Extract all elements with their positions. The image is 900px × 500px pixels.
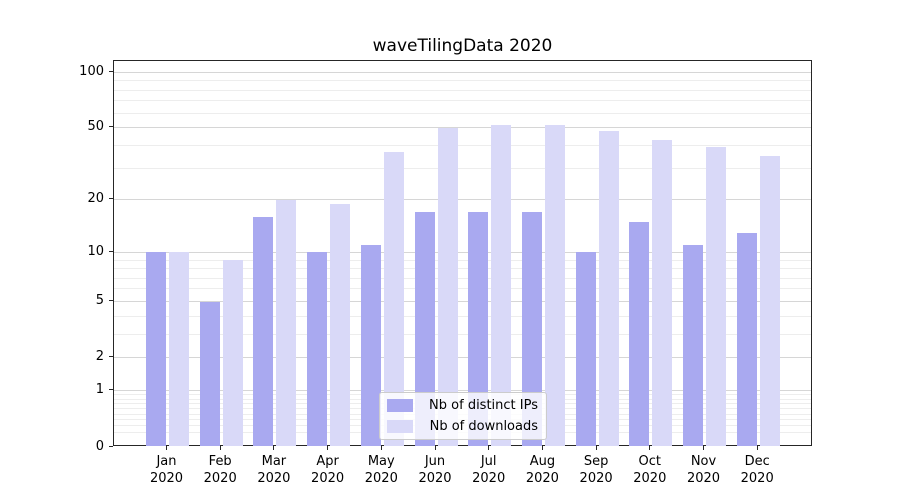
bar-downloads-sep <box>598 130 619 446</box>
minor-gridline <box>114 80 811 82</box>
x-tick-label-nov: Nov 2020 <box>686 454 721 486</box>
legend: Nb of distinct IPs Nb of downloads <box>379 392 547 440</box>
x-tick-label-aug: Aug 2020 <box>525 454 559 486</box>
x-tick-mark <box>327 446 329 450</box>
minor-gridline <box>114 268 811 270</box>
x-tick-label-oct: Oct 2020 <box>633 454 667 486</box>
bar-distinct-ips-may <box>360 245 381 446</box>
minor-gridline <box>114 100 811 102</box>
bar-distinct-ips-jun <box>414 212 435 446</box>
bar-downloads-oct <box>652 139 673 446</box>
x-tick-label-jan: Jan 2020 <box>149 454 184 486</box>
bar-downloads-nov <box>706 147 726 446</box>
major-gridline <box>114 199 811 201</box>
y-tick-label: 1 <box>95 382 104 398</box>
chart-title: waveTilingData 2020 <box>372 36 553 56</box>
minor-gridline <box>114 288 811 290</box>
major-gridline <box>114 251 811 253</box>
bar-downloads-jul <box>491 124 512 446</box>
major-gridline <box>114 71 811 73</box>
bar-distinct-ips-apr <box>307 252 328 446</box>
bar-distinct-ips-feb <box>199 301 220 446</box>
major-gridline <box>114 390 811 392</box>
minor-gridline <box>114 144 811 146</box>
x-tick-label-sep: Sep 2020 <box>579 454 613 486</box>
major-gridline <box>114 301 811 302</box>
y-tick-mark <box>109 356 113 358</box>
y-tick-label: 50 <box>87 119 104 135</box>
bar-downloads-aug <box>544 124 565 446</box>
y-tick-label: 0 <box>95 438 104 454</box>
y-tick-mark <box>109 250 113 252</box>
bar-downloads-jun <box>437 127 458 446</box>
legend-swatch-icon <box>387 420 413 433</box>
minor-gridline <box>114 89 811 91</box>
bar-downloads-mar <box>276 199 297 446</box>
bar-downloads-dec <box>759 156 780 446</box>
plot-area <box>113 60 812 446</box>
x-tick-label-feb: Feb 2020 <box>203 454 237 486</box>
major-gridline <box>114 357 811 359</box>
minor-gridline <box>114 315 811 317</box>
minor-gridline <box>114 259 811 261</box>
legend-label: Nb of distinct IPs <box>429 398 538 413</box>
bar-downloads-feb <box>222 260 243 446</box>
minor-gridline <box>114 277 811 279</box>
bar-distinct-ips-jul <box>468 212 489 446</box>
x-tick-mark <box>703 446 704 450</box>
bar-distinct-ips-oct <box>629 221 650 446</box>
bar-distinct-ips-sep <box>575 252 596 446</box>
y-tick-mark <box>109 126 113 128</box>
x-tick-mark <box>541 446 543 450</box>
x-tick-label-apr: Apr 2020 <box>311 454 345 486</box>
x-tick-label-may: May 2020 <box>364 454 398 486</box>
bar-distinct-ips-aug <box>521 212 542 446</box>
major-gridline <box>114 127 811 129</box>
legend-swatch-icon <box>387 399 413 412</box>
x-tick-label-jul: Jul 2020 <box>472 454 506 486</box>
y-tick-label: 100 <box>79 63 104 79</box>
bar-downloads-apr <box>330 203 351 446</box>
y-tick-mark <box>109 445 113 447</box>
x-tick-mark <box>219 446 221 450</box>
bar-distinct-ips-nov <box>683 245 703 446</box>
bar-distinct-ips-jan <box>146 252 166 446</box>
minor-gridline <box>114 333 811 335</box>
x-tick-mark <box>166 446 167 450</box>
x-tick-label-mar: Mar 2020 <box>257 454 291 486</box>
y-tick-label: 20 <box>87 191 104 207</box>
x-tick-mark <box>595 446 597 450</box>
x-tick-mark <box>434 446 436 450</box>
bar-downloads-jan <box>169 252 189 446</box>
legend-item: Nb of downloads <box>387 419 538 434</box>
x-tick-mark <box>756 446 758 450</box>
y-tick-mark <box>109 389 113 391</box>
x-tick-mark <box>649 446 651 450</box>
legend-label: Nb of downloads <box>429 419 538 434</box>
minor-gridline <box>114 112 811 114</box>
y-tick-label: 10 <box>87 243 104 259</box>
bar-downloads-may <box>383 151 404 446</box>
x-tick-label-jun: Jun 2020 <box>418 454 452 486</box>
x-tick-mark <box>488 446 490 450</box>
x-tick-label-dec: Dec 2020 <box>740 454 774 486</box>
bar-distinct-ips-mar <box>253 216 274 446</box>
x-tick-mark <box>273 446 275 450</box>
minor-gridline <box>114 167 811 169</box>
y-tick-mark <box>109 198 113 200</box>
y-tick-label: 5 <box>95 293 104 308</box>
y-tick-label: 2 <box>95 349 104 365</box>
bar-distinct-ips-dec <box>736 232 757 446</box>
x-tick-mark <box>380 446 382 450</box>
legend-item: Nb of distinct IPs <box>387 398 538 413</box>
y-tick-mark <box>109 300 113 301</box>
y-tick-mark <box>109 70 113 72</box>
